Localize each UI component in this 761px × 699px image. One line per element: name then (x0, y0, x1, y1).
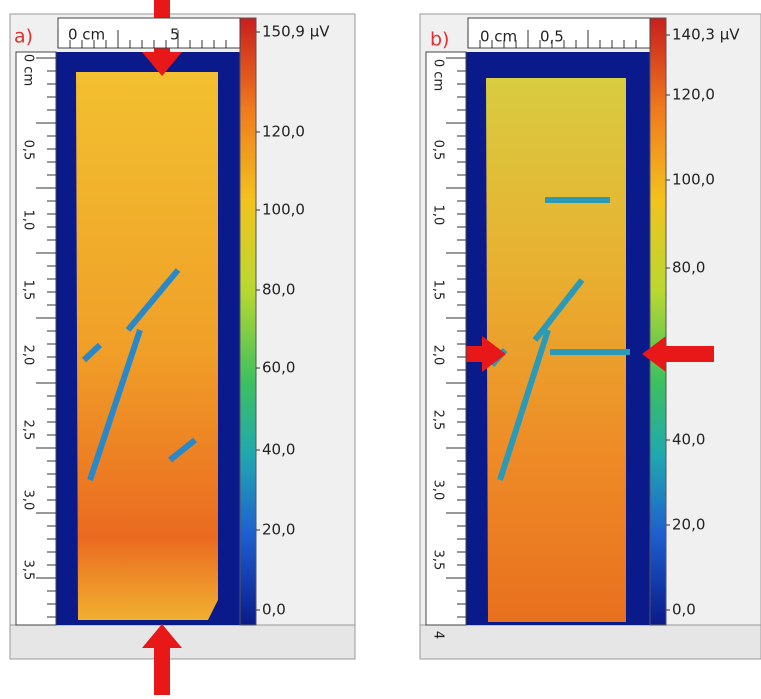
ruler (15, 51, 57, 626)
ruler-label: 1,0 (21, 210, 36, 231)
ruler-label: 2,5 (21, 420, 36, 441)
status-bar (9, 624, 356, 660)
colorbar-label: 20,0 (262, 521, 295, 539)
colorbar-label: 80,0 (672, 259, 705, 277)
colorbar-label: 0,0 (672, 601, 696, 619)
ruler-label: 2,5 (431, 410, 446, 431)
ruler-label: 0,5 (431, 140, 446, 161)
ruler-label: 5 (170, 26, 180, 44)
ruler-label: 1,0 (431, 205, 446, 226)
arrow (642, 336, 714, 372)
ruler-label: 1,5 (431, 280, 446, 301)
ruler-label: 2,0 (21, 345, 36, 366)
colorbar-label: 40,0 (672, 431, 705, 449)
ruler-label: 3,0 (21, 490, 36, 511)
ruler-label: 0 cm (431, 59, 446, 91)
panel-label: a) (14, 26, 33, 48)
ruler-label: 0 cm (480, 28, 517, 46)
colorbar-label: 100,0 (672, 171, 715, 189)
ruler (425, 51, 467, 626)
ruler-label: 3,0 (431, 480, 446, 501)
colorbar-label: 120,0 (672, 86, 715, 104)
ruler (467, 17, 651, 49)
colorbar (239, 17, 257, 626)
arrow (432, 336, 506, 372)
colorbar-label: 80,0 (262, 281, 295, 299)
colorbar-label: 140,3 µV (672, 26, 740, 44)
ruler-label: 0 cm (68, 26, 105, 44)
ruler-label: 1,5 (21, 280, 36, 301)
colorbar-label: 150,9 µV (262, 23, 330, 41)
panel-label: b) (430, 29, 449, 51)
colorbar-label: 20,0 (672, 516, 705, 534)
colorbar-label: 60,0 (262, 359, 295, 377)
arrow (142, 624, 182, 695)
ruler-label: 0 cm (21, 54, 36, 86)
colorbar-label: 120,0 (262, 123, 305, 141)
status-bar (419, 624, 761, 660)
crack (81, 268, 197, 481)
ruler (57, 17, 241, 49)
ruler-label: 0,5 (540, 28, 564, 46)
ruler-label: 0,5 (21, 140, 36, 161)
colorbar-label: 0,0 (262, 601, 286, 619)
specimen (76, 72, 218, 620)
colorbar-label: 100,0 (262, 201, 305, 219)
ruler-label: 3,5 (431, 550, 446, 571)
ruler-label: 4 (431, 631, 446, 639)
colorbar (649, 17, 667, 626)
colorbar-label: 40,0 (262, 441, 295, 459)
ruler-label: 2,0 (431, 345, 446, 366)
ruler-label: 3,5 (21, 560, 36, 581)
